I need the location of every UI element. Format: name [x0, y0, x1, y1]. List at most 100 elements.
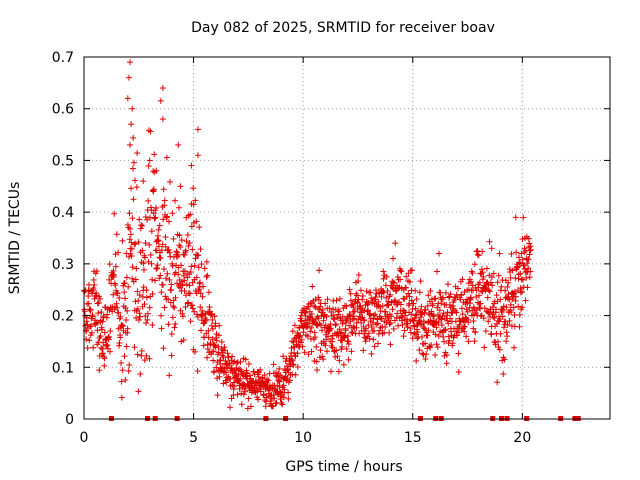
data-point	[141, 301, 148, 308]
data-point	[191, 262, 198, 269]
data-point	[142, 240, 149, 247]
data-point	[147, 251, 154, 258]
data-point	[397, 276, 404, 283]
data-point	[134, 351, 141, 358]
data-point	[90, 276, 97, 283]
data-point	[513, 249, 520, 256]
data-point	[145, 258, 152, 265]
data-point	[469, 270, 476, 277]
data-point	[257, 366, 264, 373]
data-point	[150, 186, 157, 193]
data-point	[355, 278, 362, 285]
data-point	[143, 352, 150, 359]
data-point	[165, 246, 172, 253]
data-point	[112, 282, 119, 289]
data-point	[422, 340, 429, 347]
data-point	[500, 303, 507, 310]
data-point	[101, 329, 108, 336]
data-point	[156, 254, 163, 261]
data-point	[167, 178, 174, 185]
data-point	[504, 283, 511, 290]
data-point	[134, 288, 141, 295]
data-point	[160, 186, 167, 193]
data-point	[432, 331, 439, 338]
data-point	[398, 268, 405, 275]
data-point	[320, 356, 327, 363]
data-point	[311, 303, 318, 310]
data-point	[476, 279, 483, 286]
data-point	[289, 328, 296, 335]
data-point	[297, 332, 304, 339]
data-point	[149, 290, 156, 297]
data-point	[123, 317, 130, 324]
data-point	[189, 302, 196, 309]
data-point	[477, 305, 484, 312]
data-point	[205, 327, 212, 334]
data-point	[107, 328, 114, 335]
data-point	[159, 241, 166, 248]
data-point	[323, 313, 330, 320]
data-point	[351, 315, 358, 322]
data-point	[189, 305, 196, 312]
data-point	[124, 307, 131, 314]
data-point	[177, 244, 184, 251]
data-point	[143, 287, 150, 294]
data-point	[166, 276, 173, 283]
data-point	[197, 304, 204, 311]
data-point	[121, 279, 128, 286]
data-point	[165, 296, 172, 303]
data-point	[326, 326, 333, 333]
data-point	[304, 323, 311, 330]
data-point	[308, 348, 315, 355]
data-point	[111, 280, 118, 287]
data-point	[212, 344, 219, 351]
data-point	[383, 294, 390, 301]
data-point	[188, 223, 195, 230]
data-point	[299, 343, 306, 350]
data-point	[438, 316, 445, 323]
data-point	[476, 300, 483, 307]
data-point	[278, 400, 285, 407]
data-point	[453, 309, 460, 316]
data-point	[168, 281, 175, 288]
data-point	[91, 295, 98, 302]
data-point	[138, 222, 145, 229]
data-point	[478, 266, 485, 273]
data-point	[368, 350, 375, 357]
data-point	[207, 340, 214, 347]
data-point	[501, 324, 508, 331]
data-point	[367, 310, 374, 317]
data-point	[394, 310, 401, 317]
data-point	[502, 287, 509, 294]
data-point	[342, 327, 349, 334]
data-point	[351, 308, 358, 315]
data-point	[94, 327, 101, 334]
data-point	[171, 197, 178, 204]
data-point	[169, 314, 176, 321]
data-point	[423, 351, 430, 358]
data-point	[427, 344, 434, 351]
data-point	[341, 302, 348, 309]
data-point	[154, 232, 161, 239]
data-point	[387, 319, 394, 326]
data-point	[144, 310, 151, 317]
data-point	[495, 344, 502, 351]
data-point	[119, 367, 126, 374]
data-point	[304, 333, 311, 340]
data-point	[113, 300, 120, 307]
data-point	[325, 333, 332, 340]
data-point	[88, 323, 95, 330]
data-point	[374, 320, 381, 327]
data-point	[115, 342, 122, 349]
data-point	[362, 338, 369, 345]
data-point	[524, 284, 531, 291]
data-point	[262, 403, 269, 410]
data-point	[443, 360, 450, 367]
data-point	[159, 85, 166, 92]
data-point	[350, 304, 357, 311]
data-point	[209, 316, 216, 323]
y-tick-label: 0.1	[52, 360, 74, 376]
x-tick-label: 0	[80, 430, 89, 446]
data-point	[218, 338, 225, 345]
data-point	[468, 278, 475, 285]
